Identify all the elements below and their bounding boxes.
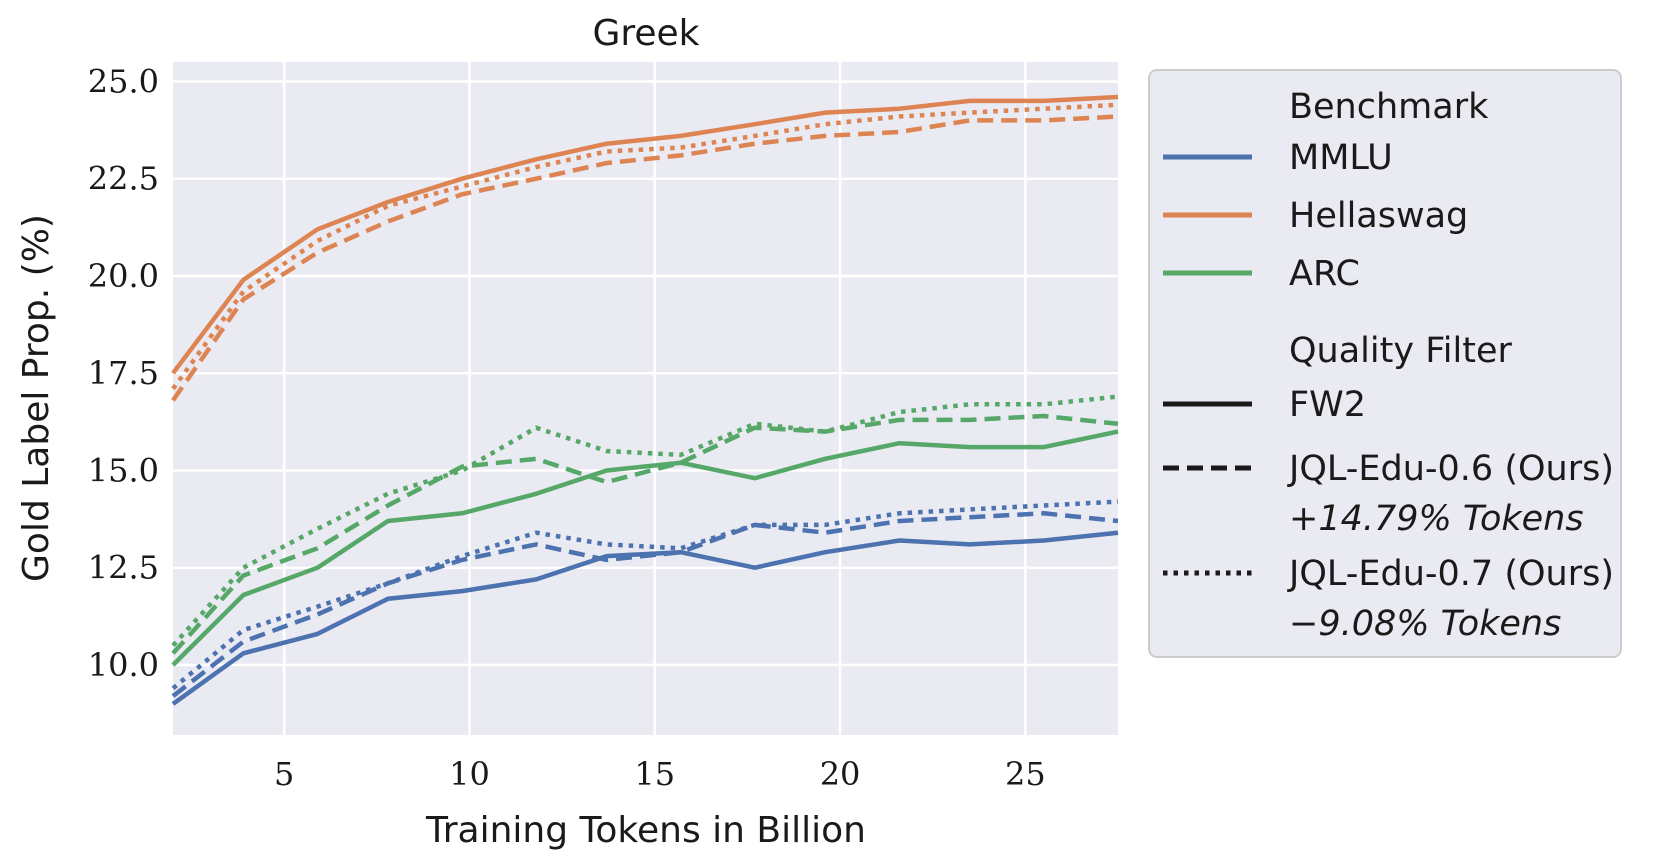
- series-line-arc-jql-edu-0-6-ours: [171, 413, 1119, 655]
- y-tick-label: 20.0: [88, 257, 159, 295]
- plot-area: [173, 62, 1118, 735]
- legend: Benchmark MMLU Hellaswag ARC Quality Filte…: [1148, 69, 1622, 658]
- x-tick-label: 10: [449, 755, 490, 793]
- chart-title: Greek: [592, 13, 699, 54]
- series-line-mmlu-jql-edu-0-6-ours: [171, 511, 1119, 698]
- grid: [173, 62, 1118, 735]
- legend-label-arc: ARC: [1289, 254, 1360, 294]
- series-line-arc-fw2: [171, 429, 1119, 667]
- y-tick-label: 12.5: [88, 549, 159, 587]
- legend-benchmarks: MMLU Hellaswag ARC: [1163, 138, 1468, 294]
- series-layer: [171, 94, 1119, 706]
- legend-label-jql-edu-0-6-ours: JQL-Edu-0.6 (Ours): [1287, 449, 1614, 489]
- y-axis-label: Gold Label Prop. (%): [16, 214, 57, 582]
- legend-title-benchmark: Benchmark: [1289, 87, 1489, 127]
- y-tick-label: 10.0: [88, 646, 159, 684]
- legend-title-filter: Quality Filter: [1289, 331, 1512, 371]
- y-tick-label: 25.0: [88, 62, 159, 100]
- series-line-mmlu-jql-edu-0-7-ours: [171, 499, 1119, 691]
- legend-label-hellaswag: Hellaswag: [1289, 196, 1468, 236]
- legend-label-jql-edu-0-7-ours: JQL-Edu-0.7 (Ours): [1287, 554, 1614, 594]
- legend-label-mmlu: MMLU: [1289, 138, 1393, 178]
- y-tick-labels: 10.0 12.5 15.0 17.5 20.0 22.5 25.0: [88, 62, 159, 684]
- x-tick-label: 25: [1005, 755, 1046, 793]
- legend-label-fw2: FW2: [1289, 385, 1366, 425]
- legend-note-jql-edu-0-6-ours: +14.79% Tokens: [1289, 499, 1584, 539]
- legend-box: [1148, 69, 1622, 658]
- x-tick-labels: 5 10 15 20 25: [274, 755, 1046, 793]
- x-tick-label: 5: [274, 755, 294, 793]
- series-line-arc-jql-edu-0-7-ours: [171, 394, 1119, 648]
- y-tick-label: 22.5: [88, 160, 159, 198]
- series-line-hellaswag-jql-edu-0-7-ours: [171, 102, 1119, 391]
- x-tick-label: 15: [634, 755, 675, 793]
- series-line-hellaswag-jql-edu-0-6-ours: [171, 114, 1119, 402]
- y-tick-label: 17.5: [88, 354, 159, 392]
- y-tick-label: 15.0: [88, 451, 159, 489]
- x-tick-label: 20: [820, 755, 861, 793]
- legend-filters: FW2 JQL-Edu-0.6 (Ours) +14.79% Tokens JQL-E…: [1163, 385, 1614, 644]
- series-line-hellaswag-fw2: [171, 94, 1119, 375]
- legend-note-jql-edu-0-7-ours: −9.08% Tokens: [1289, 604, 1561, 644]
- x-axis-label: Training Tokens in Billion: [425, 810, 866, 851]
